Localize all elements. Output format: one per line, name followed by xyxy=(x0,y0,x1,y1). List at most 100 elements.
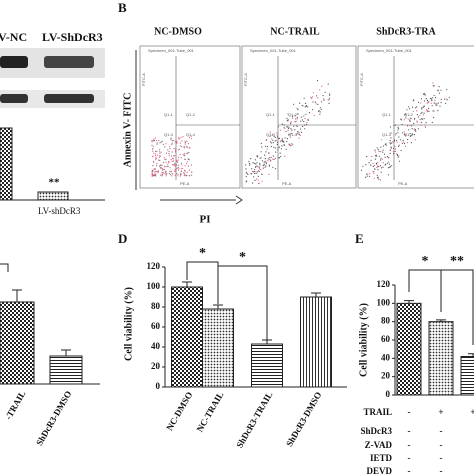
event-dot xyxy=(304,118,306,120)
event-dot xyxy=(155,139,158,142)
event-dot xyxy=(178,169,180,171)
y-tick-label: 40 xyxy=(151,341,161,351)
band xyxy=(0,94,28,103)
event-dot xyxy=(378,150,380,152)
event-dot xyxy=(412,106,414,108)
event-dot xyxy=(154,171,156,173)
event-dot xyxy=(246,180,248,182)
panel-label: B xyxy=(118,0,127,15)
event-dot xyxy=(425,98,427,100)
event-dot xyxy=(398,136,400,138)
event-dot xyxy=(423,100,426,102)
event-dot xyxy=(283,141,285,143)
event-dot xyxy=(392,151,394,153)
event-dot xyxy=(183,175,185,177)
event-dot xyxy=(431,105,433,107)
event-dot xyxy=(157,170,160,172)
event-dot xyxy=(328,93,331,95)
event-dot xyxy=(151,170,153,173)
event-dot xyxy=(420,107,423,109)
quadrant-label: Q1-1 xyxy=(382,112,392,117)
event-dot xyxy=(163,161,165,163)
event-dot xyxy=(176,164,178,166)
event-dot xyxy=(302,125,304,127)
event-dot xyxy=(387,174,390,176)
event-dot xyxy=(168,161,170,163)
event-dot xyxy=(291,143,293,145)
event-dot xyxy=(159,159,161,162)
event-dot xyxy=(167,163,169,165)
event-dot xyxy=(432,85,434,87)
event-dot xyxy=(291,117,294,119)
event-dot xyxy=(173,139,175,142)
event-dot xyxy=(389,126,392,128)
y-tick-label: 80 xyxy=(381,316,391,326)
event-dot xyxy=(184,170,186,172)
event-dot xyxy=(272,158,274,160)
event-dot xyxy=(188,136,191,139)
significance: * xyxy=(422,254,429,269)
event-dot xyxy=(258,168,260,170)
event-dot xyxy=(166,172,168,174)
event-dot xyxy=(319,89,321,91)
event-dot xyxy=(380,171,382,173)
event-dot xyxy=(432,97,434,99)
event-dot xyxy=(386,156,388,158)
bracket xyxy=(217,265,268,344)
event-dot xyxy=(420,98,422,100)
event-dot xyxy=(382,151,384,153)
event-dot xyxy=(395,134,397,136)
event-dot xyxy=(298,134,300,136)
event-dot xyxy=(180,162,183,164)
event-dot xyxy=(294,129,296,131)
event-dot xyxy=(257,183,260,185)
event-dot xyxy=(265,161,267,163)
event-dot xyxy=(175,148,177,150)
event-dot xyxy=(160,174,162,176)
event-dot xyxy=(297,132,299,134)
row-label: TRAIL xyxy=(363,407,392,417)
bar xyxy=(0,127,13,201)
event-dot xyxy=(179,175,181,177)
event-dot xyxy=(290,145,292,147)
event-dot xyxy=(167,149,169,151)
event-dot xyxy=(178,164,180,166)
event-dot xyxy=(392,141,394,143)
event-dot xyxy=(246,172,248,175)
event-dot xyxy=(257,171,259,173)
event-dot xyxy=(418,101,420,103)
event-dot xyxy=(405,113,407,115)
event-dot xyxy=(316,95,318,97)
event-dot xyxy=(434,102,436,104)
event-dot xyxy=(398,155,400,157)
event-dot xyxy=(423,92,425,94)
event-dot xyxy=(405,117,407,119)
event-dot xyxy=(285,130,287,133)
event-dot xyxy=(377,169,379,171)
event-dot xyxy=(319,113,321,115)
event-dot xyxy=(284,137,286,139)
event-dot xyxy=(178,148,180,150)
event-dot xyxy=(393,147,395,150)
event-dot xyxy=(258,166,260,168)
event-dot xyxy=(297,130,299,133)
event-dot xyxy=(176,167,178,169)
event-dot xyxy=(183,147,185,149)
event-dot xyxy=(376,147,378,149)
event-dot xyxy=(183,153,186,155)
event-dot xyxy=(152,165,154,167)
event-dot xyxy=(373,170,375,173)
event-dot xyxy=(277,149,279,151)
quadrant-label: Q1-2 xyxy=(288,112,298,117)
event-dot xyxy=(247,173,249,175)
event-dot xyxy=(306,122,308,124)
event-dot xyxy=(275,151,277,153)
row-value: - xyxy=(408,426,411,436)
event-dot xyxy=(174,155,176,157)
lane-label: LV-ShDcR3 xyxy=(42,30,103,44)
event-dot xyxy=(310,96,312,98)
event-dot xyxy=(165,173,167,175)
plot-title: ShDcR3-TRA xyxy=(376,26,436,37)
event-dot xyxy=(444,98,446,100)
event-dot xyxy=(177,166,179,168)
